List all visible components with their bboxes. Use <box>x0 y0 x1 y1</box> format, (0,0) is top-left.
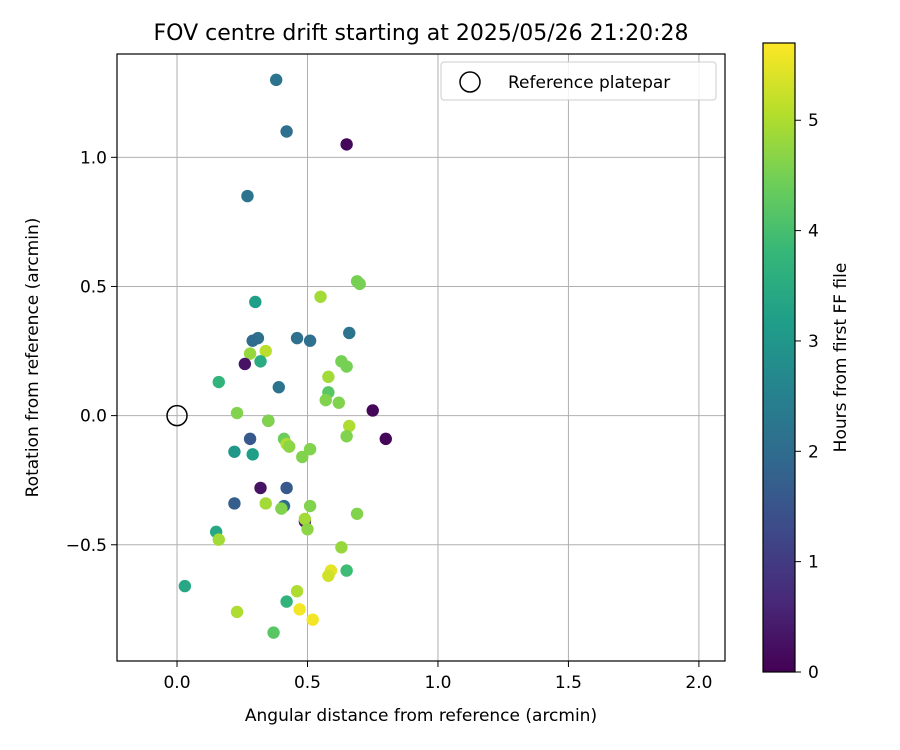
data-point <box>379 432 392 446</box>
x-tick-label: 1.0 <box>424 673 451 693</box>
legend-entry-reference-platepar: Reference platepar <box>508 73 670 93</box>
data-point <box>340 564 353 577</box>
y-tick-label: 0.0 <box>80 407 107 427</box>
data-point <box>332 396 346 409</box>
colorbar-ticks: 0 1 2 3 4 5 <box>795 111 819 683</box>
scatter-points <box>178 73 392 639</box>
data-point <box>366 404 379 417</box>
data-point <box>319 393 332 407</box>
data-point <box>254 355 267 368</box>
data-point <box>272 381 285 394</box>
x-axis: 0.0 0.5 1.0 1.5 2.0 <box>163 661 712 693</box>
data-point <box>238 357 252 371</box>
colorbar-label: Hours from first FF file <box>831 263 851 453</box>
data-point <box>280 481 293 495</box>
data-point <box>246 448 259 461</box>
data-point <box>350 507 364 520</box>
x-tick-label: 0.5 <box>294 673 321 693</box>
reference-platepar-marker <box>166 404 188 427</box>
data-point <box>243 347 257 360</box>
data-point <box>306 613 319 626</box>
data-point <box>343 326 356 340</box>
colorbar-tick-label: 1 <box>808 553 819 573</box>
data-point <box>178 579 192 593</box>
data-point <box>303 442 317 456</box>
legend: Reference platepar <box>440 61 717 101</box>
data-point <box>340 360 353 373</box>
data-point <box>322 569 335 582</box>
data-point <box>303 334 317 347</box>
colorbar-tick-label: 5 <box>808 111 819 131</box>
data-point <box>303 499 317 513</box>
data-point <box>228 497 241 510</box>
data-point <box>249 295 262 309</box>
data-point <box>275 502 288 515</box>
data-point <box>314 290 327 303</box>
x-tick-label: 1.5 <box>555 673 582 693</box>
data-point <box>296 450 309 464</box>
legend-box <box>440 61 717 101</box>
x-axis-label: Angular distance from reference (arcmin) <box>245 706 597 726</box>
data-point <box>259 344 272 358</box>
colorbar-tick-label: 0 <box>808 663 819 683</box>
data-point <box>290 331 304 345</box>
data-point <box>280 595 293 608</box>
data-point <box>241 189 254 203</box>
data-point <box>230 406 244 420</box>
data-point <box>269 73 283 87</box>
data-point <box>262 414 275 427</box>
y-axis-label: Rotation from reference (arcmin) <box>23 218 43 498</box>
data-point <box>280 125 293 138</box>
data-point <box>283 440 296 453</box>
y-tick-label: −0.5 <box>66 536 107 556</box>
data-point <box>243 432 257 446</box>
legend-reference-marker <box>459 71 481 93</box>
colorbar-tick-label: 3 <box>808 332 819 352</box>
data-point <box>353 277 366 291</box>
colorbar-tick-label: 4 <box>808 222 819 242</box>
data-point <box>267 626 280 639</box>
data-point <box>293 603 306 616</box>
data-point <box>246 334 259 347</box>
plot-frame <box>116 53 726 662</box>
data-point <box>212 375 225 389</box>
y-tick-label: 0.5 <box>80 277 107 297</box>
plot-area <box>117 54 725 661</box>
data-point <box>343 419 356 433</box>
data-point <box>340 430 353 443</box>
x-tick-label: 2.0 <box>685 673 712 693</box>
data-point <box>322 370 335 384</box>
reference-marker-group <box>166 404 188 427</box>
data-point <box>290 585 304 598</box>
data-point <box>254 481 267 495</box>
colorbar <box>762 42 796 673</box>
colorbar-tick-label: 2 <box>808 442 819 462</box>
y-tick-label: 1.0 <box>80 148 107 168</box>
x-tick-label: 0.0 <box>163 673 190 693</box>
data-point <box>212 533 225 546</box>
data-point <box>230 605 244 619</box>
y-axis: −0.5 0.0 0.5 1.0 <box>66 148 117 556</box>
data-point <box>259 497 272 510</box>
data-point <box>335 541 348 554</box>
data-point <box>301 523 314 536</box>
grid <box>117 54 725 661</box>
data-point <box>228 445 241 458</box>
chart-title: FOV centre drift starting at 2025/05/26 … <box>154 21 689 46</box>
data-point <box>340 138 353 151</box>
data-point <box>298 512 312 526</box>
